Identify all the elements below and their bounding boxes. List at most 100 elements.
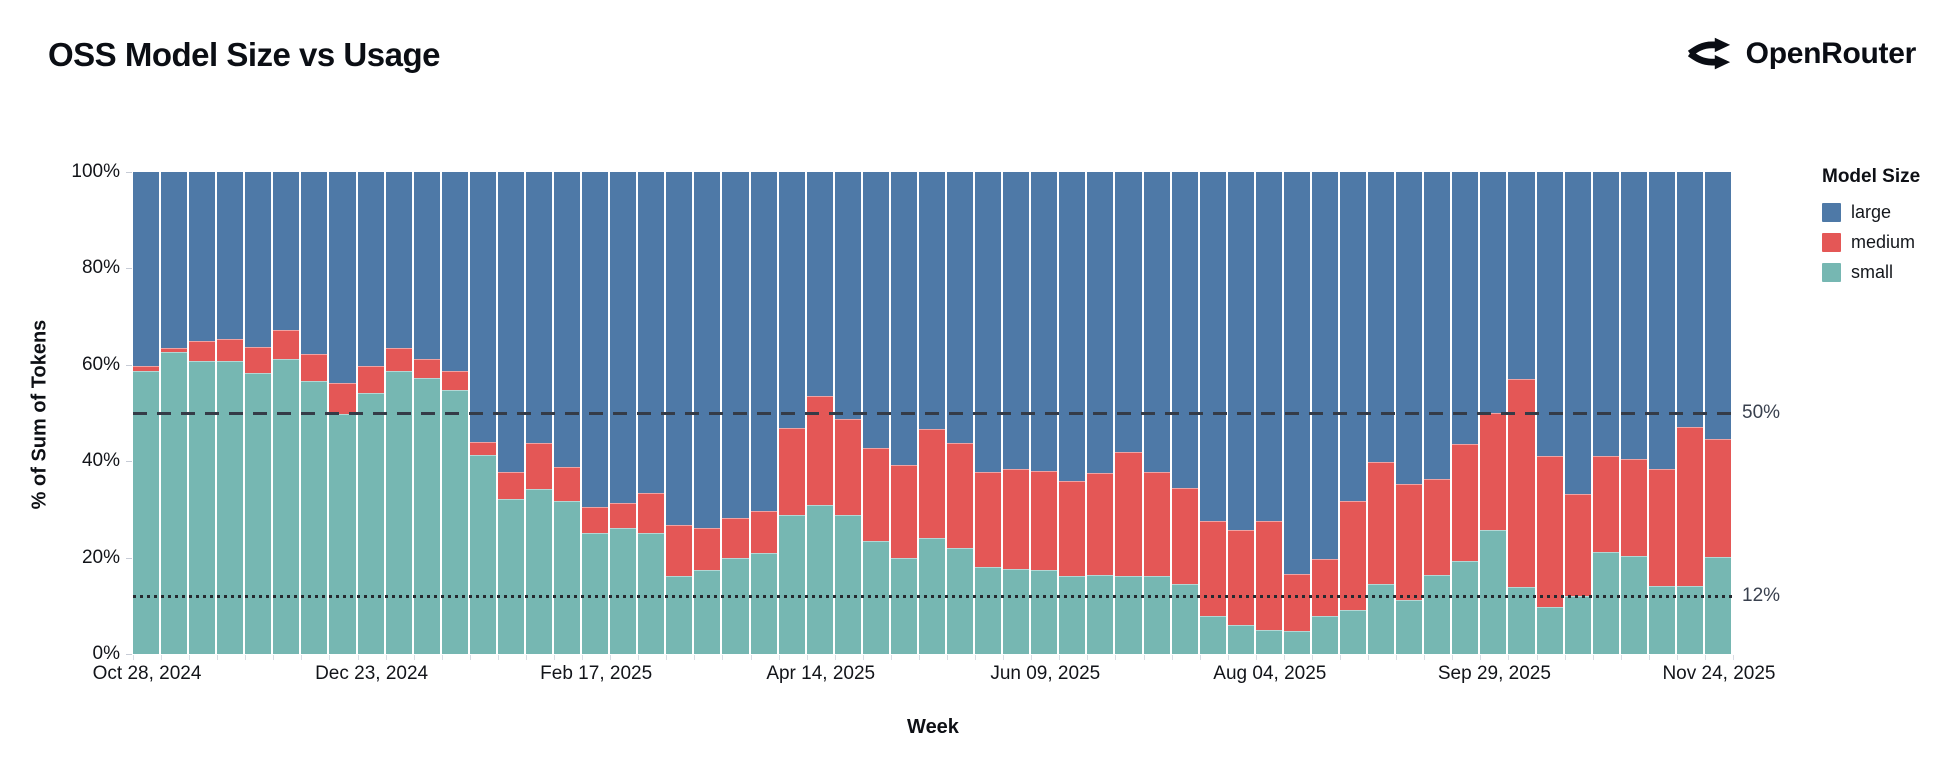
- bar-segment-medium[interactable]: [1171, 487, 1198, 586]
- bar-segment-small[interactable]: [217, 361, 244, 654]
- bar-segment-small[interactable]: [1536, 607, 1563, 654]
- legend-item-small[interactable]: small: [1822, 262, 1920, 283]
- bar-segment-small[interactable]: [1396, 599, 1423, 654]
- bar-week[interactable]: [413, 172, 440, 654]
- bar-segment-medium[interactable]: [862, 448, 889, 543]
- bar-segment-small[interactable]: [1340, 610, 1367, 654]
- bar-segment-small[interactable]: [469, 455, 496, 654]
- bar-segment-medium[interactable]: [329, 383, 356, 416]
- bar-segment-small[interactable]: [189, 361, 216, 654]
- bar-segment-medium[interactable]: [778, 427, 805, 516]
- bar-segment-small[interactable]: [273, 358, 300, 654]
- bar-segment-small[interactable]: [161, 351, 188, 654]
- bar-segment-medium[interactable]: [834, 419, 861, 516]
- bar-segment-medium[interactable]: [1199, 520, 1226, 618]
- bar-segment-small[interactable]: [1255, 629, 1282, 654]
- bar-segment-medium[interactable]: [918, 429, 946, 540]
- bar-segment-small[interactable]: [1143, 576, 1170, 654]
- bar-segment-small[interactable]: [1480, 530, 1507, 654]
- bar-segment-medium[interactable]: [525, 443, 553, 491]
- bar-segment-small[interactable]: [1115, 575, 1142, 654]
- bar-segment-medium[interactable]: [357, 366, 384, 394]
- bar-segment-medium[interactable]: [217, 338, 244, 363]
- bar-segment-medium[interactable]: [301, 354, 328, 382]
- bar-segment-medium[interactable]: [1704, 439, 1731, 558]
- bar-segment-medium[interactable]: [666, 525, 693, 577]
- bar-segment-small[interactable]: [890, 558, 917, 654]
- bar-segment-medium[interactable]: [890, 465, 917, 560]
- bar-segment-small[interactable]: [1452, 561, 1479, 654]
- bar-segment-small[interactable]: [525, 489, 553, 654]
- openrouter-logo[interactable]: OpenRouter: [1687, 36, 1916, 71]
- bar-segment-medium[interactable]: [1087, 473, 1114, 576]
- bar-segment-medium[interactable]: [469, 442, 496, 457]
- bar-segment-medium[interactable]: [1283, 573, 1310, 632]
- bar-segment-small[interactable]: [329, 414, 356, 654]
- bar-segment-medium[interactable]: [1143, 472, 1170, 578]
- bar-segment-small[interactable]: [1311, 616, 1338, 654]
- bar-segment-medium[interactable]: [1592, 456, 1619, 553]
- bar-segment-medium[interactable]: [1536, 456, 1563, 609]
- bar-segment-small[interactable]: [582, 532, 609, 654]
- bar-segment-medium[interactable]: [1424, 479, 1451, 576]
- bar-segment-small[interactable]: [1620, 556, 1647, 654]
- bar-segment-small[interactable]: [1564, 596, 1591, 654]
- bar-segment-medium[interactable]: [750, 510, 777, 554]
- bar-segment-medium[interactable]: [245, 346, 272, 375]
- bar-segment-medium[interactable]: [1564, 494, 1591, 598]
- bar-segment-small[interactable]: [1283, 630, 1310, 654]
- bar-segment-medium[interactable]: [947, 443, 974, 550]
- bar-segment-medium[interactable]: [1620, 458, 1647, 558]
- bar-segment-medium[interactable]: [554, 467, 581, 503]
- bar-segment-small[interactable]: [947, 548, 974, 654]
- bar-segment-small[interactable]: [834, 514, 861, 654]
- bar-segment-medium[interactable]: [1648, 468, 1675, 588]
- bar-segment-medium[interactable]: [582, 507, 609, 534]
- bar-segment-medium[interactable]: [441, 371, 468, 392]
- bar-segment-medium[interactable]: [1340, 501, 1367, 612]
- bar-segment-medium[interactable]: [189, 340, 216, 363]
- bar-segment-medium[interactable]: [1255, 521, 1282, 631]
- bar-segment-small[interactable]: [778, 514, 805, 654]
- bar-segment-small[interactable]: [245, 373, 272, 654]
- bar-segment-small[interactable]: [975, 567, 1002, 654]
- bar-segment-medium[interactable]: [722, 518, 749, 560]
- bar-segment-small[interactable]: [1592, 551, 1619, 654]
- bar-segment-small[interactable]: [1424, 574, 1451, 654]
- bar-segment-medium[interactable]: [610, 502, 637, 529]
- bar-segment-small[interactable]: [638, 532, 665, 654]
- legend-item-medium[interactable]: medium: [1822, 232, 1920, 253]
- bar-segment-small[interactable]: [385, 371, 412, 654]
- bar-segment-small[interactable]: [1227, 625, 1254, 654]
- bar-segment-medium[interactable]: [133, 366, 160, 373]
- bar-segment-medium[interactable]: [1368, 462, 1395, 586]
- bar-segment-small[interactable]: [133, 371, 160, 654]
- bar-segment-small[interactable]: [1059, 575, 1086, 654]
- bar-segment-small[interactable]: [441, 390, 468, 654]
- bar-segment-small[interactable]: [1199, 616, 1226, 654]
- bar-segment-small[interactable]: [1704, 556, 1731, 654]
- bar-segment-small[interactable]: [301, 380, 328, 654]
- bar-segment-medium[interactable]: [975, 472, 1002, 569]
- bar-segment-medium[interactable]: [497, 472, 524, 500]
- bar-segment-medium[interactable]: [1311, 558, 1338, 618]
- bar-segment-medium[interactable]: [1031, 470, 1058, 571]
- bar-segment-medium[interactable]: [1059, 480, 1086, 577]
- bar-segment-small[interactable]: [357, 392, 384, 654]
- bar-segment-medium[interactable]: [161, 348, 188, 353]
- bar-segment-small[interactable]: [694, 569, 721, 654]
- bar-segment-medium[interactable]: [1452, 444, 1479, 563]
- bar-segment-medium[interactable]: [385, 348, 412, 373]
- bar-segment-small[interactable]: [666, 575, 693, 654]
- bar-segment-small[interactable]: [497, 498, 524, 654]
- bar-segment-medium[interactable]: [1480, 412, 1507, 532]
- bar-segment-small[interactable]: [1031, 569, 1058, 654]
- bar-segment-medium[interactable]: [413, 359, 440, 380]
- bar-segment-small[interactable]: [554, 501, 581, 654]
- bar-segment-small[interactable]: [610, 527, 637, 654]
- bar-segment-small[interactable]: [722, 558, 749, 654]
- bar-segment-small[interactable]: [413, 378, 440, 654]
- bar-segment-small[interactable]: [1508, 587, 1535, 654]
- bar-segment-medium[interactable]: [1003, 468, 1030, 571]
- bar-segment-medium[interactable]: [273, 330, 300, 360]
